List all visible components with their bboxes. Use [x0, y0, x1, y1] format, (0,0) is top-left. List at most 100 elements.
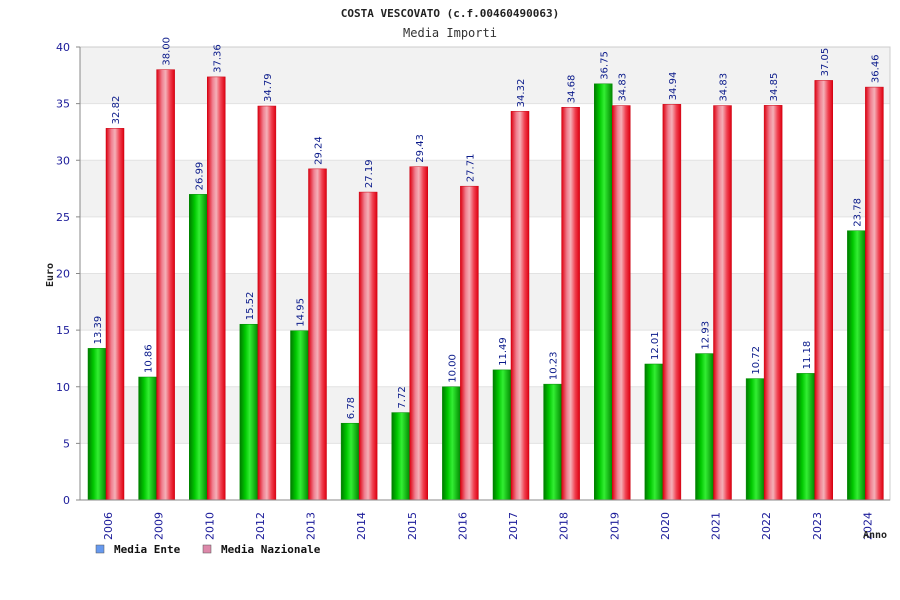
x-tick-label: 2015 — [406, 512, 419, 540]
data-label: 34.94 — [668, 72, 679, 101]
y-tick-label: 30 — [56, 154, 70, 167]
y-tick-label: 5 — [63, 437, 70, 450]
bar-media-ente — [745, 378, 765, 501]
data-label: 37.36 — [212, 44, 223, 73]
legend-label-media-nazionale: Media Nazionale — [221, 543, 321, 556]
data-label: 34.83 — [719, 73, 730, 102]
data-label: 34.32 — [516, 79, 527, 108]
y-tick-label: 20 — [56, 268, 70, 281]
y-tick-label: 10 — [56, 381, 70, 394]
bar-media-nazionale — [612, 105, 631, 501]
bar-media-ente — [847, 230, 866, 501]
x-tick-label: 2010 — [203, 512, 216, 540]
bar-media-nazionale — [460, 185, 479, 501]
bar-media-nazionale — [409, 166, 428, 501]
bar-media-nazionale — [561, 106, 580, 501]
x-tick-label: 2024 — [861, 512, 874, 540]
data-label: 37.05 — [820, 48, 831, 77]
legend: Media Ente Media Nazionale — [95, 543, 321, 556]
data-label: 34.79 — [263, 73, 274, 102]
chart-title: COSTA VESCOVATO (c.f.00460490063) — [341, 7, 560, 20]
data-label: 27.71 — [465, 154, 476, 183]
x-tick-label: 2023 — [811, 512, 824, 540]
bar-media-nazionale — [510, 111, 530, 501]
bar-media-nazionale — [662, 104, 682, 501]
data-label: 6.78 — [346, 397, 357, 419]
bar-media-ente — [391, 412, 410, 501]
bar-media-ente — [340, 422, 360, 501]
data-label: 26.99 — [194, 162, 205, 191]
data-label: 36.46 — [870, 54, 881, 83]
x-tick-label: 2012 — [254, 512, 267, 540]
bar-media-nazionale — [105, 128, 125, 501]
data-label: 10.23 — [549, 352, 560, 381]
legend-swatch-media-ente — [95, 544, 105, 554]
data-label: 29.24 — [314, 136, 325, 165]
y-tick-label: 25 — [56, 211, 70, 224]
bar-media-ente — [87, 348, 107, 501]
data-label: 12.93 — [701, 321, 712, 350]
x-tick-label: 2020 — [659, 512, 672, 540]
data-label: 27.19 — [364, 159, 375, 188]
bar-media-ente — [442, 386, 461, 501]
y-axis: 0 5 10 15 20 25 30 35 40 — [56, 41, 81, 507]
bar-media-nazionale — [308, 168, 327, 501]
data-label: 13.39 — [93, 316, 104, 345]
data-label: 10.86 — [144, 344, 155, 373]
bars — [87, 69, 884, 501]
bar-media-nazionale — [713, 105, 732, 501]
bar-media-nazionale — [865, 86, 884, 501]
x-tick-label: 2018 — [558, 512, 571, 540]
data-label: 36.75 — [599, 51, 610, 80]
data-label: 32.82 — [111, 96, 122, 125]
bar-media-ente — [492, 369, 512, 501]
data-label: 11.18 — [802, 341, 813, 370]
data-label: 14.95 — [296, 298, 307, 327]
data-label: 29.43 — [415, 134, 426, 163]
bar-media-ente — [138, 376, 157, 501]
bar-media-ente — [695, 353, 714, 501]
bar-media-nazionale — [814, 80, 833, 501]
data-label: 12.01 — [650, 331, 661, 360]
bar-media-nazionale — [257, 105, 277, 501]
data-label: 34.83 — [617, 73, 628, 102]
bar-media-ente — [543, 383, 562, 501]
chart-subtitle: Media Importi — [403, 26, 497, 40]
x-tick-label: 2006 — [102, 512, 115, 540]
x-tick-label: 2016 — [456, 512, 469, 540]
x-tick-label: 2019 — [608, 512, 621, 540]
y-tick-label: 35 — [56, 98, 70, 111]
data-label: 7.72 — [397, 386, 408, 408]
x-tick-label: 2017 — [507, 512, 520, 540]
data-label: 34.85 — [769, 73, 780, 102]
data-label: 38.00 — [162, 37, 173, 66]
data-label: 11.49 — [498, 337, 509, 366]
bar-media-ente — [189, 194, 208, 501]
legend-label-media-ente: Media Ente — [114, 543, 181, 556]
data-label: 15.52 — [245, 292, 256, 321]
bar-media-ente — [290, 330, 309, 501]
bar-media-nazionale — [358, 191, 378, 501]
data-labels: 13.39 32.82 10.86 38.00 26.99 37.36 15.52 34.79… — [93, 37, 881, 419]
bar-media-ente — [796, 373, 815, 501]
x-tick-label: 2013 — [305, 512, 318, 540]
bar-media-nazionale — [156, 69, 175, 501]
bar-media-nazionale — [763, 105, 783, 501]
y-axis-label: Euro — [45, 263, 56, 287]
y-tick-label: 15 — [56, 324, 70, 337]
x-axis-label: Anno — [863, 530, 887, 541]
x-tick-label: 2009 — [153, 512, 166, 540]
x-tick-label: 2014 — [355, 512, 368, 540]
x-tick-label: 2021 — [710, 512, 723, 540]
data-label: 10.72 — [751, 346, 762, 375]
data-label: 34.68 — [567, 75, 578, 104]
y-tick-label: 0 — [63, 494, 70, 507]
y-tick-label: 40 — [56, 41, 70, 54]
data-label: 23.78 — [852, 198, 863, 227]
legend-swatch-media-nazionale — [202, 544, 212, 554]
bar-media-ente — [644, 363, 664, 501]
bar-media-ente — [239, 323, 259, 501]
x-tick-label: 2022 — [760, 512, 773, 540]
data-label: 10.00 — [447, 354, 458, 383]
